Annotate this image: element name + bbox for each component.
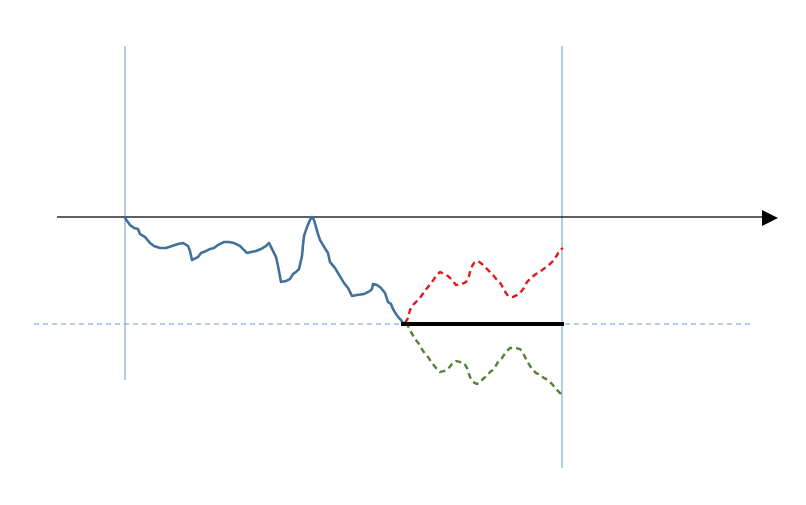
upper-scenario-path bbox=[403, 247, 564, 324]
history-path bbox=[123, 215, 407, 325]
lower-scenario-path bbox=[404, 322, 564, 397]
axis-arrow-icon bbox=[762, 210, 778, 226]
